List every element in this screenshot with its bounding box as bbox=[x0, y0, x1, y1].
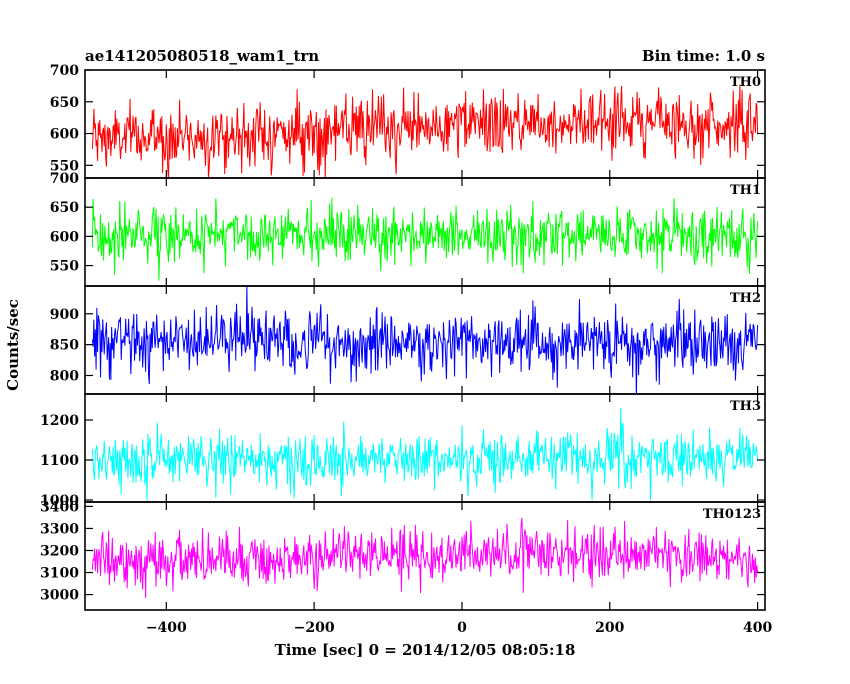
y-tick-label: 3200 bbox=[40, 543, 79, 559]
y-tick-label: 3400 bbox=[40, 499, 79, 515]
chart-subtitle: Bin time: 1.0 s bbox=[642, 47, 765, 65]
x-tick-label: 200 bbox=[595, 620, 624, 636]
y-tick-label: 3100 bbox=[40, 566, 79, 582]
x-tick-label: 0 bbox=[457, 620, 467, 636]
y-tick-label: 850 bbox=[50, 338, 79, 354]
y-tick-label: 650 bbox=[50, 95, 79, 111]
y-tick-label: 550 bbox=[50, 259, 79, 275]
series-line-th2 bbox=[91, 286, 759, 394]
panel-th1: 550 600 650 700 TH1 bbox=[50, 171, 766, 287]
panel-th0123: 3000 3100 3200 3300 3400 TH0123 −400 −200 0 200 40… bbox=[40, 499, 772, 636]
y-tick-label: 3000 bbox=[40, 588, 79, 604]
panel-th0: 550 600 650 700 TH0 bbox=[50, 63, 766, 179]
y-axis-label: Counts/sec bbox=[4, 299, 22, 391]
x-tick-label: −200 bbox=[294, 620, 335, 636]
panel-label: TH0123 bbox=[703, 507, 761, 522]
y-tick-label: 1000 bbox=[40, 493, 79, 509]
x-tick-label: 400 bbox=[743, 620, 772, 636]
y-tick-label: 1100 bbox=[40, 453, 79, 469]
panel-frame bbox=[84, 501, 766, 611]
series-line-th3 bbox=[91, 407, 759, 502]
panel-label: TH2 bbox=[730, 291, 761, 306]
y-tick-label: 650 bbox=[50, 200, 79, 216]
panel-th3: 1000 1100 1200 TH3 bbox=[40, 393, 766, 509]
panel-label: TH1 bbox=[730, 183, 761, 198]
y-tick-label: 700 bbox=[50, 171, 79, 187]
y-tick-label: 900 bbox=[50, 307, 79, 323]
chart-title: ae141205080518_wam1_trn bbox=[85, 47, 319, 65]
y-tick-label: 700 bbox=[50, 63, 79, 79]
panels-layer: 550 600 650 700 TH0 550 600 650 700 TH1 800 850 900 T… bbox=[40, 63, 772, 636]
y-tick-label: 3300 bbox=[40, 521, 79, 537]
y-tick-label: 1200 bbox=[40, 413, 79, 429]
panel-label: TH3 bbox=[730, 399, 761, 414]
y-tick-label: 600 bbox=[50, 229, 79, 245]
series-line-th1 bbox=[91, 197, 759, 281]
panel-label: TH0 bbox=[730, 75, 761, 90]
x-tick-label: −400 bbox=[146, 620, 187, 636]
y-tick-label: 800 bbox=[50, 368, 79, 384]
series-line-th0123 bbox=[91, 517, 759, 598]
series-line-th0 bbox=[91, 84, 759, 178]
x-axis-label: Time [sec] 0 = 2014/12/05 08:05:18 bbox=[275, 641, 576, 659]
y-tick-label: 550 bbox=[50, 158, 79, 174]
y-tick-label: 600 bbox=[50, 127, 79, 143]
panel-th2: 800 850 900 TH2 bbox=[50, 285, 766, 395]
